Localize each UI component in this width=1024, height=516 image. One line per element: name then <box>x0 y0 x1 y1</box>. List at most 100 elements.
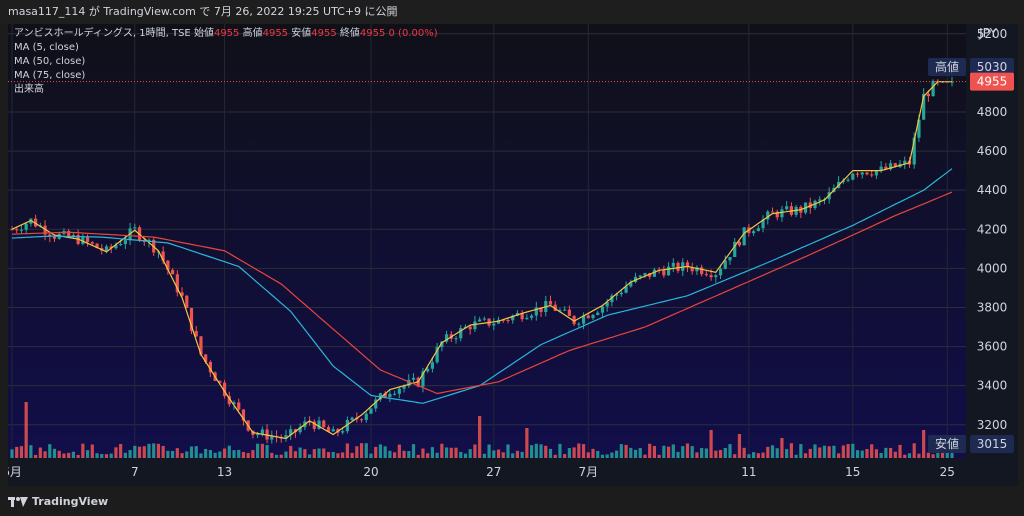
price-tick-label: 4400 <box>977 183 1008 197</box>
price-axis[interactable]: JPY 3200 3400 3600 3800 4000 4200 4400 4600 4800… <box>977 26 1008 432</box>
candle-body <box>90 242 94 244</box>
candle-body <box>563 309 567 311</box>
date-tick-label: 7 <box>131 465 139 479</box>
candle-body <box>359 419 364 421</box>
volume-bar <box>633 449 638 458</box>
footer-brand: TradingView <box>32 495 109 508</box>
candle-body <box>43 225 47 235</box>
candle-body <box>161 251 165 261</box>
volume-bar <box>411 444 416 458</box>
close-value: 4955 <box>359 28 386 39</box>
volume-bar <box>539 444 543 458</box>
volume-bar <box>638 448 642 458</box>
volume-bar <box>737 434 742 458</box>
volume-bar <box>137 446 142 458</box>
candle-body <box>312 421 316 429</box>
candle-body <box>298 427 302 433</box>
candle-body <box>341 431 345 433</box>
time-axis[interactable]: 6月 7 13 20 27 7月 11 15 25 <box>8 465 955 479</box>
ma75-label[interactable]: MA (75, close) <box>14 70 86 81</box>
volume-bar <box>846 444 850 458</box>
price-tick-label: 3200 <box>977 418 1008 432</box>
footer: TradingView <box>8 490 108 514</box>
volume-bar <box>610 452 614 458</box>
volume-bar <box>728 444 732 458</box>
ma50-label[interactable]: MA (50, close) <box>14 56 86 67</box>
volume-bar <box>851 443 855 458</box>
volume-bar <box>397 444 401 458</box>
low-tag-value-bg <box>970 435 1014 453</box>
ma-line-1 <box>11 168 953 404</box>
volume-bar <box>884 447 888 458</box>
candle-body <box>166 260 170 270</box>
volume-bar <box>364 443 368 458</box>
candle-body <box>322 420 326 427</box>
volume-bar <box>76 454 80 458</box>
volume-bar <box>572 447 576 458</box>
open-label: 始値 <box>193 28 214 39</box>
candle-body <box>931 80 935 97</box>
volume-bar <box>473 444 477 458</box>
volume-bar <box>671 444 675 458</box>
candle-body <box>629 282 633 287</box>
volume-bar <box>213 452 217 458</box>
candle-body <box>888 163 893 170</box>
volume-bar <box>605 454 609 458</box>
candle-body <box>870 174 874 176</box>
volume-bar <box>695 452 699 458</box>
candle-body <box>411 377 416 380</box>
volume-bar <box>577 443 581 458</box>
volume-bar <box>459 451 463 458</box>
volume-bar <box>879 452 883 458</box>
volume-bar <box>860 450 864 458</box>
volume-bar <box>52 448 57 458</box>
volume-bar <box>761 452 765 458</box>
candle-body <box>553 304 557 311</box>
date-tick-label: 13 <box>217 465 232 479</box>
volume-bar <box>940 448 945 458</box>
volume-bar <box>747 454 751 458</box>
volume-bar <box>478 416 482 458</box>
volume-bar <box>808 448 812 458</box>
volume-bar <box>492 450 496 458</box>
volume-bar <box>596 450 600 458</box>
low-label: 安値 <box>291 28 312 39</box>
volume-bar <box>912 443 916 458</box>
candle-body <box>671 262 675 267</box>
candle-body <box>194 330 198 337</box>
price-chart[interactable]: JPY 3200 3400 3600 3800 4000 4200 4400 4600 4800… <box>8 24 1018 486</box>
candle-body <box>624 286 628 293</box>
date-tick-label: 15 <box>845 465 860 479</box>
candle-body <box>586 315 590 319</box>
volume-bar <box>289 445 293 458</box>
chart-area[interactable]: JPY 3200 3400 3600 3800 4000 4200 4400 4600 4800… <box>8 24 1018 486</box>
volume-label[interactable]: 出来高 <box>14 84 44 95</box>
ma-line-2 <box>11 191 953 395</box>
volume-bar <box>180 453 184 458</box>
candle-body <box>317 420 321 429</box>
volume-bar <box>237 449 241 458</box>
candle-body <box>600 306 605 313</box>
ma5-label[interactable]: MA (5, close) <box>14 42 79 53</box>
volume-bar <box>624 444 628 458</box>
candle-body <box>700 267 704 275</box>
volume-bar <box>222 448 227 458</box>
candle-body <box>652 269 657 277</box>
volume-bar <box>175 448 179 458</box>
candle-body <box>520 313 524 320</box>
volume-bar <box>274 454 279 458</box>
candle-body <box>81 236 85 244</box>
volume-bar <box>298 447 302 458</box>
volume-bar <box>454 447 458 458</box>
candle-body <box>752 231 756 234</box>
candle-body <box>775 211 779 218</box>
volume-bar <box>355 446 359 458</box>
volume-bar <box>785 449 789 458</box>
candle-body <box>331 429 335 432</box>
candle-body <box>473 321 477 330</box>
volume-bar <box>865 448 869 458</box>
volume-bar <box>19 446 24 458</box>
candle-body <box>666 266 671 276</box>
volume-bar <box>279 454 283 458</box>
